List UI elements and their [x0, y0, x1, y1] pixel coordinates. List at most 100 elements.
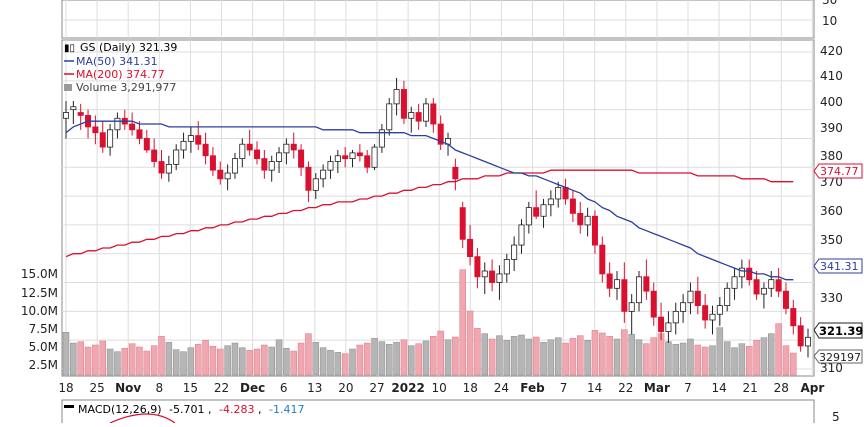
x-tick-label: 28: [774, 381, 789, 395]
candle-body: [672, 310, 679, 324]
x-tick-label: 27: [369, 381, 384, 395]
volume-tick: 10.0M: [21, 304, 58, 318]
volume-bar: [745, 346, 753, 376]
candle-body: [606, 273, 613, 289]
volume-bar: [363, 342, 371, 376]
volume-bar: [628, 334, 635, 376]
volume-bar: [518, 334, 525, 376]
candle-body: [437, 123, 444, 145]
volume-bar: [283, 348, 290, 376]
volume-bar: [672, 344, 680, 376]
volume-bar: [613, 338, 621, 376]
x-tick-label: 18: [463, 381, 478, 395]
x-tick-label: 24: [494, 381, 509, 395]
volume-bar: [114, 351, 121, 376]
candle-body: [400, 89, 407, 119]
price-tick: 360: [820, 204, 843, 218]
volume-bar: [687, 338, 694, 376]
volume-bar: [275, 339, 283, 376]
x-tick-label: 10: [432, 381, 447, 395]
candle-body: [702, 305, 709, 321]
volume-bar: [378, 341, 386, 376]
volume-bar: [400, 339, 408, 376]
price-panel: [61, 39, 815, 377]
volume-bar: [437, 330, 444, 376]
volume-bar: [753, 340, 760, 376]
volume-bar: [488, 338, 496, 376]
legend-ma200: MA(200) 374.77: [76, 68, 165, 81]
candle-body: [569, 198, 576, 214]
x-tick-label: 21: [743, 381, 758, 395]
ma50-value-flag: 341.31: [813, 258, 863, 274]
volume-bar: [709, 345, 716, 376]
candle-body: [239, 143, 246, 160]
candle-body: [613, 279, 620, 289]
candle-body: [378, 129, 385, 148]
volume-bar: [415, 343, 422, 376]
legend-candle-icon: ▮▯: [64, 43, 75, 54]
ma200-value-flag: 374.77: [813, 163, 863, 179]
volume-bar: [106, 348, 114, 376]
x-tick-label: 15: [183, 381, 198, 395]
volume-bar: [261, 344, 268, 376]
volume-tick: 12.5M: [21, 286, 58, 300]
price-tick: 380: [820, 149, 843, 163]
legend-ma50: MA(50) 341.31: [76, 55, 158, 68]
price-axis: 420 410 400 390 380 370 360 350 330 310: [820, 44, 843, 375]
volume-bars: [62, 269, 797, 376]
volume-bar: [768, 333, 775, 376]
macd-sep: ,: [208, 403, 212, 416]
candle-body: [665, 322, 672, 332]
x-tick-label: Apr: [801, 381, 825, 395]
price-tick: 390: [820, 121, 843, 135]
candle-body: [290, 143, 297, 151]
volume-tick: 5.0M: [29, 340, 58, 354]
candle-body: [790, 308, 797, 327]
candle-body: [77, 112, 84, 116]
candle-body: [143, 138, 150, 151]
x-tick-label: 20: [338, 381, 353, 395]
svg-text:321.39: 321.39: [819, 324, 863, 338]
volume-bar: [650, 337, 657, 376]
candle-body: [797, 325, 804, 347]
volume-bar: [246, 350, 253, 376]
candle-body: [562, 187, 569, 200]
volume-bar: [540, 342, 547, 376]
x-tick-label: Nov: [115, 381, 141, 395]
volume-bar: [452, 336, 459, 376]
candle-body: [305, 166, 312, 191]
macd-label: MACD(12,26,9): [78, 403, 162, 416]
volume-bar: [599, 332, 606, 376]
candle-body: [621, 279, 628, 312]
macd-value: -5.701: [169, 403, 204, 416]
candle-body: [415, 112, 422, 122]
volume-bar: [268, 346, 275, 376]
last-price-flag: 321.39: [813, 322, 863, 339]
candle-body: [327, 161, 334, 171]
legend: ▮▯ GS (Daily) 321.39 MA(50) 341.31 MA(20…: [64, 41, 177, 94]
candle-body: [63, 112, 70, 119]
candle-body: [709, 313, 716, 321]
x-tick-label: 7: [684, 381, 692, 395]
candle-body: [760, 287, 767, 295]
volume-bar: [371, 338, 378, 376]
candle-body: [746, 267, 753, 281]
legend-symbol: GS (Daily) 321.39: [80, 41, 177, 54]
volume-bar: [202, 340, 209, 376]
volume-bar: [231, 342, 239, 376]
candle-body: [298, 149, 305, 168]
price-tick: 420: [820, 44, 843, 58]
volume-bar: [430, 336, 437, 376]
price-tick: 330: [820, 291, 843, 305]
candle-body: [342, 155, 349, 160]
volume-bar: [77, 341, 84, 376]
candle-body: [165, 163, 172, 174]
volume-bar: [385, 344, 393, 376]
price-tick: 400: [820, 95, 843, 109]
svg-text:329197: 329197: [819, 351, 861, 364]
candle-body: [129, 123, 136, 131]
candle-body: [195, 135, 202, 145]
volume-bar: [393, 342, 400, 376]
volume-tick: 7.5M: [29, 322, 58, 336]
